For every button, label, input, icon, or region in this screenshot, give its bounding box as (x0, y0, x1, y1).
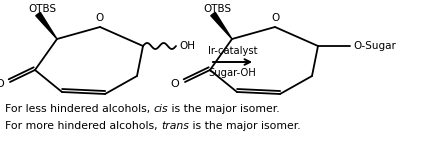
Text: O: O (96, 13, 104, 23)
Text: O: O (170, 79, 179, 89)
Text: For more hindered alcohols,: For more hindered alcohols, (5, 121, 161, 131)
Text: For less hindered alcohols,: For less hindered alcohols, (5, 104, 154, 114)
Text: O: O (271, 13, 279, 23)
Polygon shape (211, 12, 232, 39)
Text: OTBS: OTBS (203, 4, 231, 14)
Text: trans: trans (161, 121, 189, 131)
Text: is the major isomer.: is the major isomer. (168, 104, 280, 114)
Text: OH: OH (179, 41, 195, 51)
Text: O-Sugar: O-Sugar (353, 41, 396, 51)
Polygon shape (36, 12, 57, 39)
Text: OTBS: OTBS (28, 4, 56, 14)
Text: O: O (0, 79, 4, 89)
Text: Sugar-OH: Sugar-OH (209, 68, 256, 78)
Text: Ir-catalyst: Ir-catalyst (208, 46, 257, 56)
Text: is the major isomer.: is the major isomer. (189, 121, 301, 131)
Text: cis: cis (154, 104, 168, 114)
